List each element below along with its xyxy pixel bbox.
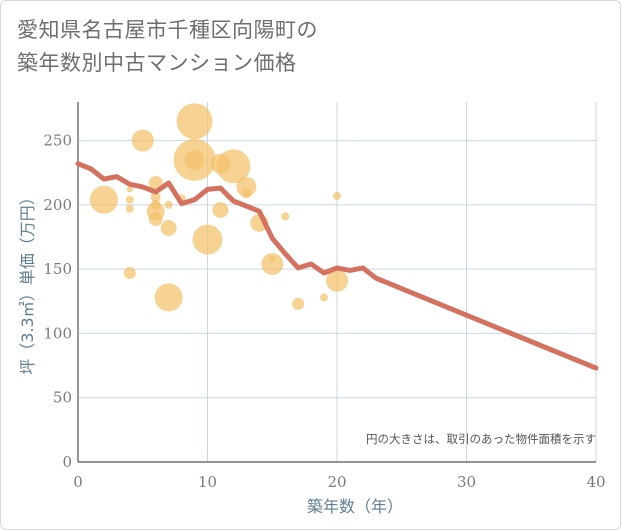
x-tick-label: 30: [457, 473, 476, 491]
y-tick-label: 150: [43, 260, 72, 278]
y-tick-label: 250: [43, 132, 72, 150]
data-bubble: [269, 255, 276, 262]
x-tick-label: 40: [586, 473, 605, 491]
x-tick-label: 0: [73, 473, 83, 491]
y-tick-label: 0: [62, 453, 72, 471]
data-bubble: [333, 191, 341, 200]
data-bubble: [241, 188, 252, 199]
data-bubble: [281, 212, 290, 221]
data-bubble: [261, 253, 284, 275]
y-tick-label: 100: [43, 324, 72, 342]
data-bubble: [320, 293, 329, 302]
data-bubble: [184, 149, 205, 170]
data-bubble: [148, 212, 163, 226]
bubble-layer: [89, 103, 348, 312]
y-tick-label: 50: [53, 389, 72, 407]
data-bubble: [125, 204, 134, 213]
data-bubble: [123, 267, 136, 279]
data-bubble: [326, 269, 348, 292]
x-tick-label: 10: [198, 473, 217, 491]
data-bubble: [212, 202, 229, 218]
chart-title-line1: 愛知県名古屋市千種区向陽町の: [17, 18, 318, 42]
data-bubble: [89, 185, 118, 214]
data-bubble: [236, 176, 257, 197]
data-bubble: [150, 199, 161, 210]
data-bubble: [176, 103, 213, 140]
data-bubble: [148, 176, 163, 190]
data-bubble: [154, 283, 183, 312]
x-axis-title: 築年数（年）: [307, 497, 403, 516]
data-bubble: [160, 220, 177, 236]
chart-title: 愛知県名古屋市千種区向陽町の 築年数別中古マンション価格: [17, 14, 577, 80]
tick-labels: 0 10 20 30 40 0 50 100 150 200 250: [43, 132, 605, 491]
trend-line: [75, 161, 599, 371]
data-bubble: [131, 129, 154, 152]
trend-layer: [75, 161, 599, 371]
data-bubble: [150, 192, 161, 203]
data-bubble: [164, 200, 173, 209]
data-bubble: [210, 153, 231, 174]
data-bubble: [292, 297, 305, 310]
data-bubble: [126, 186, 133, 193]
x-tick-label: 20: [327, 473, 346, 491]
y-axis-title: 坪（3.3㎡）単価（万円）: [18, 189, 37, 374]
data-bubble: [125, 195, 134, 204]
data-bubble: [192, 224, 223, 255]
chart-title-line2: 築年数別中古マンション価格: [17, 51, 297, 75]
y-tick-label: 200: [43, 196, 72, 214]
bubble-size-note: 円の大きさは、取引のあった物件面積を示す: [366, 432, 596, 446]
